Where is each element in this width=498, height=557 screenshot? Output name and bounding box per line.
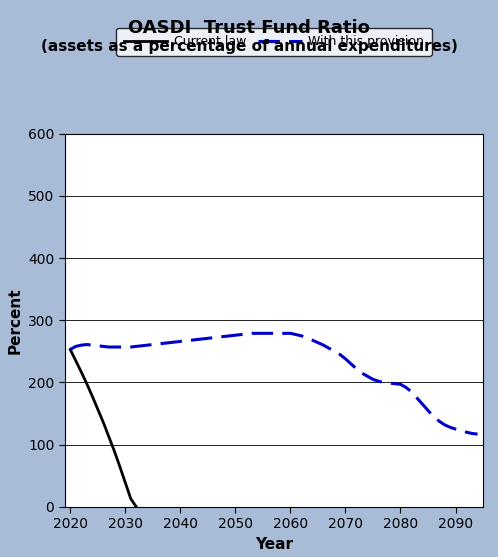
Current law <box>117 463 123 470</box>
With this provision <box>397 381 403 388</box>
Current law <box>95 406 101 413</box>
Legend: Current law, With this provision: Current law, With this provision <box>116 28 432 56</box>
With this provision <box>381 379 387 386</box>
Current law <box>123 479 128 486</box>
Current law <box>67 346 73 353</box>
With this provision <box>408 388 414 395</box>
Current law <box>133 504 139 510</box>
Current law <box>111 448 117 455</box>
Text: OASDI  Trust Fund Ratio: OASDI Trust Fund Ratio <box>128 19 370 37</box>
With this provision <box>475 431 481 437</box>
Y-axis label: Percent: Percent <box>7 287 22 354</box>
With this provision <box>249 330 255 336</box>
Current law <box>78 369 84 375</box>
Current law <box>73 358 79 364</box>
X-axis label: Year: Year <box>255 537 293 552</box>
With this provision <box>67 346 73 353</box>
Current law <box>84 380 90 387</box>
Current law <box>100 419 106 426</box>
With this provision <box>100 343 106 350</box>
Current law <box>106 433 112 440</box>
With this provision <box>436 418 442 424</box>
Line: Current law: Current law <box>70 349 136 507</box>
With this provision <box>392 380 398 387</box>
Current law <box>128 495 134 502</box>
Current law <box>89 393 95 399</box>
Line: With this provision: With this provision <box>70 333 478 434</box>
Text: (assets as a percentage of annual expenditures): (assets as a percentage of annual expend… <box>40 39 458 54</box>
